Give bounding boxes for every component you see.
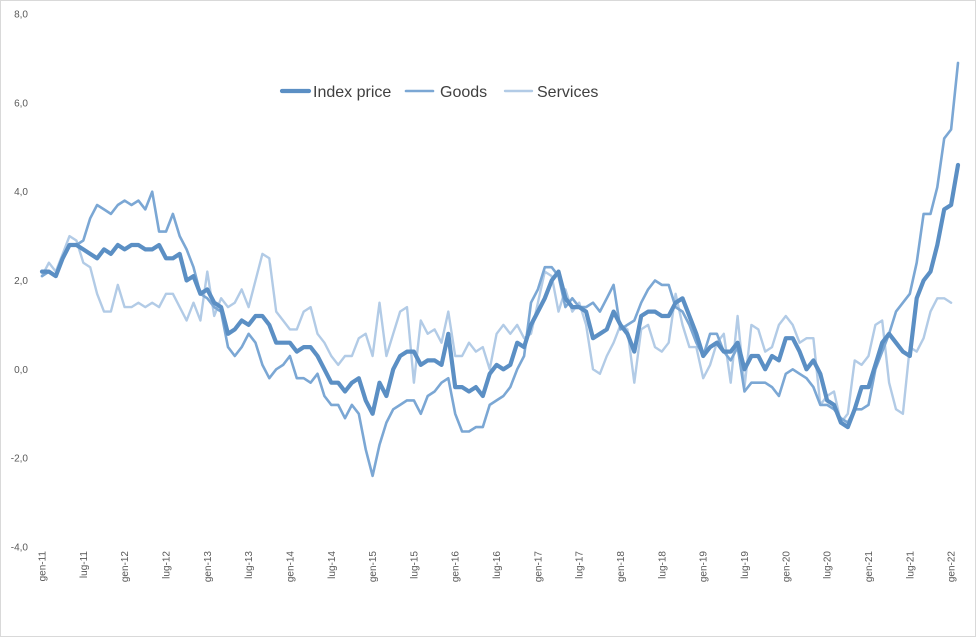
x-tick-label: gen-15 <box>368 551 379 583</box>
x-tick-label: gen-16 <box>451 551 462 583</box>
x-tick-label: gen-12 <box>120 551 131 583</box>
y-tick-label: 2,0 <box>14 276 28 287</box>
x-axis: gen-11 lug-11 gen-12 lug-12 gen-13 lug-13 gen-… <box>38 551 958 583</box>
plot-area <box>39 61 961 478</box>
y-tick-label: 6,0 <box>14 98 28 109</box>
x-tick-label: gen-22 <box>947 551 958 583</box>
x-tick-label: lug-20 <box>823 551 834 579</box>
y-tick-label: 0,0 <box>14 365 28 376</box>
x-tick-label: gen-20 <box>781 551 792 583</box>
x-tick-label: gen-14 <box>285 551 296 583</box>
y-tick-label: 4,0 <box>14 187 28 198</box>
y-tick-label: 8,0 <box>14 10 28 21</box>
x-tick-label: lug-12 <box>161 551 172 579</box>
x-tick-label: lug-14 <box>327 551 338 579</box>
legend-label-index-price: Index price <box>313 84 391 101</box>
series-line-goods <box>40 61 960 478</box>
x-tick-label: lug-11 <box>79 551 90 578</box>
legend-label-goods: Goods <box>440 84 487 101</box>
x-tick-label: lug-18 <box>657 551 668 579</box>
y-axis: 8,0 6,0 4,0 2,0 0,0 -2,0 -4,0 <box>11 10 29 554</box>
x-tick-label: lug-15 <box>409 551 420 579</box>
x-tick-label: gen-11 <box>38 551 49 582</box>
y-tick-label: -2,0 <box>11 454 29 465</box>
y-tick-label: -4,0 <box>11 543 29 554</box>
x-tick-label: lug-13 <box>244 551 255 579</box>
series-line-services <box>40 234 953 424</box>
x-tick-label: lug-19 <box>740 551 751 579</box>
x-tick-label: lug-16 <box>492 551 503 579</box>
x-tick-label: gen-18 <box>616 551 627 583</box>
x-tick-label: gen-17 <box>533 551 544 583</box>
x-tick-label: gen-21 <box>864 551 875 583</box>
legend-label-services: Services <box>537 84 598 101</box>
x-tick-label: lug-17 <box>575 551 586 579</box>
x-tick-label: gen-13 <box>203 551 214 583</box>
series-line-index-price <box>39 162 961 430</box>
x-tick-label: lug-21 <box>905 551 916 579</box>
x-tick-label: gen-19 <box>699 551 710 583</box>
legend: Index price Goods Services <box>279 84 598 101</box>
